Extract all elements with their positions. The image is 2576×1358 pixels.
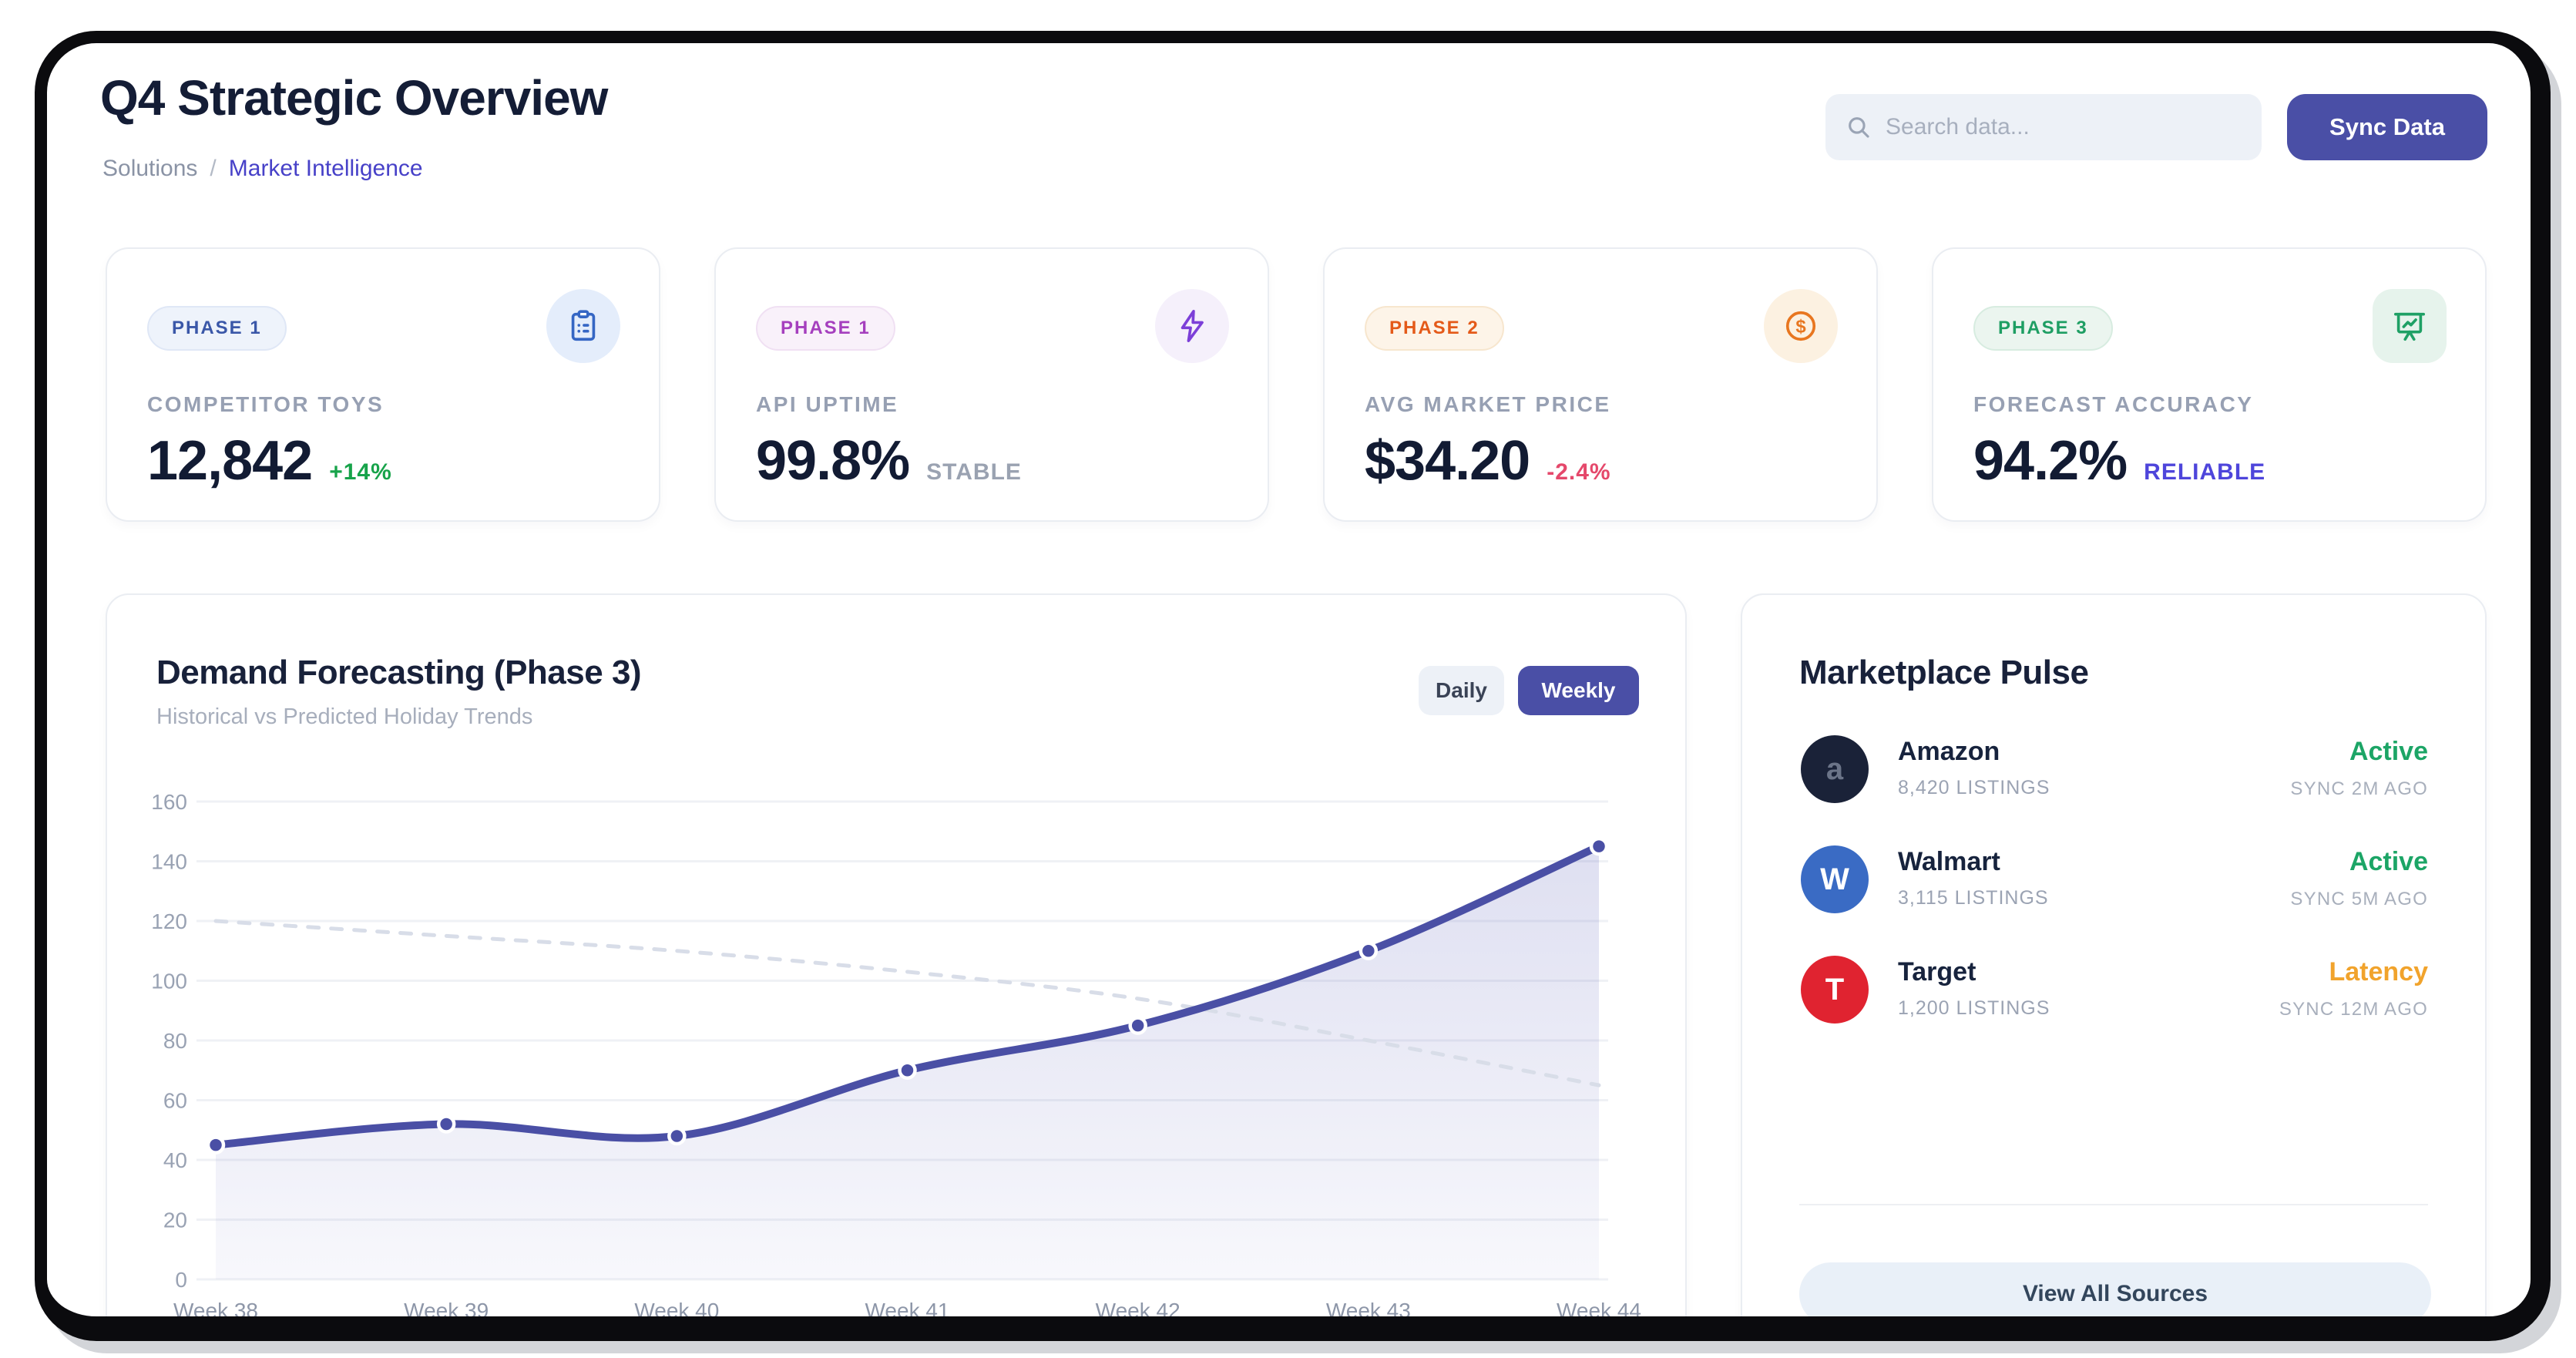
- kpi-label: COMPETITOR TOYS: [147, 392, 385, 416]
- divider: [1799, 1204, 2428, 1205]
- demand-forecasting-card: Demand Forecasting (Phase 3) Historical …: [106, 593, 1687, 1341]
- svg-text:Week 42: Week 42: [1096, 1299, 1181, 1323]
- kpi-delta: STABLE: [926, 459, 1022, 485]
- svg-text:Week 38: Week 38: [173, 1299, 258, 1323]
- view-all-sources-button[interactable]: View All Sources: [1799, 1262, 2431, 1326]
- source-listings: 3,115 LISTINGS: [1898, 887, 2049, 909]
- svg-text:Week 43: Week 43: [1326, 1299, 1411, 1323]
- svg-text:Week 40: Week 40: [634, 1299, 719, 1323]
- bolt-icon: [1155, 289, 1229, 363]
- dollar-icon: $: [1764, 289, 1838, 363]
- amazon-avatar: a: [1801, 735, 1869, 803]
- svg-text:Week 44: Week 44: [1557, 1299, 1641, 1323]
- svg-text:20: 20: [163, 1208, 187, 1232]
- svg-text:140: 140: [151, 850, 187, 874]
- phase-badge: PHASE 1: [756, 306, 895, 351]
- svg-text:Week 41: Week 41: [865, 1299, 950, 1323]
- source-sync-time: SYNC 2M AGO: [2290, 778, 2428, 799]
- source-sync-time: SYNC 5M AGO: [2290, 889, 2428, 909]
- source-row-target[interactable]: T Target 1,200 LISTINGS Latency SYNC 12M…: [1799, 956, 2428, 1040]
- kpi-card-avg-market-price: PHASE 2 $ AVG MARKET PRICE $34.20 -2.4%: [1323, 247, 1878, 522]
- kpi-card-api-uptime: PHASE 1 API UPTIME 99.8% STABLE: [714, 247, 1269, 522]
- source-row-amazon[interactable]: a Amazon 8,420 LISTINGS Active SYNC 2M A…: [1799, 735, 2428, 820]
- svg-text:40: 40: [163, 1148, 187, 1172]
- toggle-weekly-button[interactable]: Weekly: [1518, 666, 1639, 715]
- dashboard-viewport: Q4 Strategic Overview Solutions / Market…: [35, 31, 2551, 1341]
- clipboard-icon: [546, 289, 620, 363]
- source-name: Target: [1898, 957, 1977, 987]
- kpi-value: 99.8%: [756, 430, 910, 492]
- kpi-value: $34.20: [1365, 430, 1530, 492]
- search-input[interactable]: [1886, 114, 2242, 140]
- svg-text:160: 160: [151, 790, 187, 814]
- status-badge: Active: [2349, 737, 2428, 766]
- breadcrumb-separator: /: [210, 156, 217, 181]
- source-sync-time: SYNC 12M AGO: [2279, 999, 2428, 1020]
- kpi-value: 12,842: [147, 430, 313, 492]
- walmart-avatar: W: [1801, 845, 1869, 913]
- toggle-daily-button[interactable]: Daily: [1419, 666, 1504, 715]
- svg-text:60: 60: [163, 1089, 187, 1113]
- svg-text:0: 0: [175, 1268, 187, 1292]
- pulse-title: Marketplace Pulse: [1799, 654, 2089, 691]
- status-badge: Active: [2349, 847, 2428, 876]
- search-icon: [1846, 114, 1872, 140]
- kpi-label: AVG MARKET PRICE: [1365, 392, 1611, 416]
- kpi-delta: +14%: [329, 459, 392, 485]
- kpi-value: 94.2%: [1973, 430, 2128, 492]
- demand-forecast-chart: 0 20 40 60 80 100 120 140 160 Week 38 Week 39 Week …: [151, 790, 1641, 1323]
- svg-text:120: 120: [151, 909, 187, 933]
- svg-text:Week 39: Week 39: [404, 1299, 489, 1323]
- kpi-label: FORECAST ACCURACY: [1973, 392, 2254, 416]
- kpi-delta: RELIABLE: [2144, 459, 2266, 485]
- page-title: Q4 Strategic Overview: [100, 70, 608, 126]
- source-row-walmart[interactable]: W Walmart 3,115 LISTINGS Active SYNC 5M …: [1799, 845, 2428, 930]
- source-name: Walmart: [1898, 847, 2000, 876]
- status-badge: Latency: [2329, 957, 2429, 987]
- svg-text:$: $: [1795, 316, 1805, 337]
- chart-subtitle: Historical vs Predicted Holiday Trends: [156, 704, 533, 729]
- breadcrumb-current[interactable]: Market Intelligence: [228, 156, 423, 181]
- source-listings: 8,420 LISTINGS: [1898, 777, 2050, 798]
- phase-badge: PHASE 3: [1973, 306, 2113, 351]
- breadcrumb-parent[interactable]: Solutions: [102, 156, 198, 181]
- sync-data-button[interactable]: Sync Data: [2287, 94, 2487, 160]
- svg-text:80: 80: [163, 1029, 187, 1053]
- svg-text:100: 100: [151, 970, 187, 993]
- chart-title: Demand Forecasting (Phase 3): [156, 654, 642, 691]
- phase-badge: PHASE 2: [1365, 306, 1504, 351]
- kpi-card-forecast-accuracy: PHASE 3 FORECAST ACCURACY 94.2% RELIABLE: [1932, 247, 2487, 522]
- board-chart-icon: [2373, 289, 2447, 363]
- kpi-card-competitor-toys: PHASE 1 COMPETITOR TOYS 12,842 +14%: [106, 247, 660, 522]
- search-box[interactable]: [1825, 94, 2262, 160]
- kpi-label: API UPTIME: [756, 392, 899, 416]
- source-name: Amazon: [1898, 737, 2000, 766]
- breadcrumb: Solutions / Market Intelligence: [102, 156, 423, 182]
- marketplace-pulse-card: Marketplace Pulse a Amazon 8,420 LISTING…: [1741, 593, 2487, 1341]
- kpi-delta: -2.4%: [1547, 459, 1611, 485]
- source-listings: 1,200 LISTINGS: [1898, 997, 2050, 1019]
- phase-badge: PHASE 1: [147, 306, 287, 351]
- target-avatar: T: [1801, 956, 1869, 1024]
